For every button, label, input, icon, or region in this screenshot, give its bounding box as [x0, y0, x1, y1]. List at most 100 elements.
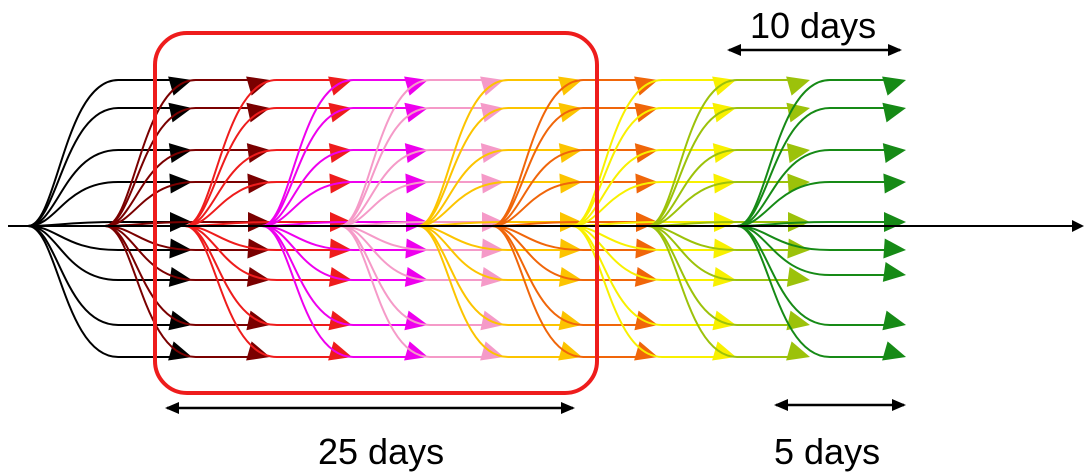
fan-trajectory: [571, 225, 718, 281]
fan-trajectory: [647, 225, 792, 358]
fan-trajectory: [417, 149, 564, 227]
fan-arrowhead: [404, 102, 428, 123]
fan-trajectory: [339, 181, 486, 227]
fan-trajectory: [491, 225, 640, 251]
fan-arrowhead: [168, 310, 192, 331]
fan-trajectory: [104, 225, 252, 358]
bottom-short-span-label: 5 days: [774, 431, 880, 472]
fan-arrowhead: [882, 341, 906, 361]
fan-trajectory: [571, 79, 718, 227]
fan-trajectory: [184, 225, 334, 281]
fan-trajectory: [104, 225, 252, 281]
fan-trajectory: [27, 107, 174, 227]
forecast-fan-7: [491, 76, 658, 361]
fan-arrowhead: [882, 76, 906, 96]
fan-trajectory: [647, 107, 792, 227]
fan-arrowhead: [634, 267, 658, 287]
fan-trajectory: [417, 79, 564, 227]
fan-trajectory: [104, 149, 252, 227]
fan-trajectory: [417, 225, 564, 251]
fan-trajectory: [571, 225, 718, 358]
fan-trajectory: [27, 149, 174, 227]
fan-arrowhead: [882, 143, 906, 163]
fan-arrowhead: [786, 341, 810, 361]
fan-trajectory: [184, 225, 334, 358]
fan-trajectory: [571, 225, 718, 251]
fan-trajectory: [736, 181, 888, 227]
highlight-window: [153, 31, 599, 395]
fan-trajectory: [571, 181, 718, 227]
fan-arrowhead: [882, 102, 906, 123]
fan-trajectory: [184, 225, 334, 251]
forecast-fan-2: [104, 76, 270, 361]
fan-trajectory: [736, 107, 888, 227]
fan-trajectory: [417, 225, 564, 358]
fan-arrowhead: [168, 267, 192, 287]
fan-arrowhead: [883, 173, 906, 194]
fan-trajectory: [261, 225, 410, 358]
forecast-fan-6: [417, 76, 582, 361]
fan-arrowhead: [480, 341, 504, 361]
forecast-fan-1: [27, 76, 192, 361]
fan-arrowhead: [558, 341, 582, 361]
fan-arrowhead: [882, 310, 906, 331]
fan-trajectory: [736, 225, 888, 358]
fan-arrowhead: [328, 143, 352, 163]
fan-trajectory: [491, 225, 640, 358]
fan-trajectory: [339, 225, 486, 281]
top-span-label: 10 days: [750, 5, 876, 46]
fan-arrowhead: [884, 212, 906, 232]
fan-trajectory: [491, 149, 640, 227]
fan-arrowhead: [328, 102, 352, 123]
fan-arrowhead: [786, 310, 810, 331]
fan-trajectory: [27, 181, 174, 227]
fan-trajectory: [261, 107, 410, 227]
fan-arrowhead: [404, 310, 428, 331]
fan-arrowhead: [787, 238, 810, 259]
fan-trajectory: [491, 181, 640, 227]
fan-arrowhead: [786, 76, 810, 96]
fan-trajectory: [27, 225, 174, 358]
fan-trajectory: [261, 149, 410, 227]
fan-trajectory: [339, 225, 486, 358]
fan-arrowhead: [558, 267, 582, 287]
fan-arrowhead: [634, 310, 658, 331]
fan-arrowhead: [404, 341, 428, 361]
fan-trajectory: [27, 225, 174, 326]
fan-arrowhead: [558, 310, 582, 331]
fan-arrowhead: [480, 267, 504, 287]
fan-trajectory: [339, 107, 486, 227]
fan-arrowhead: [329, 238, 352, 259]
forecast-fan-9: [647, 76, 810, 361]
fan-trajectory: [736, 79, 888, 227]
fan-trajectory: [339, 79, 486, 227]
fan-trajectory: [491, 225, 640, 281]
fan-trajectory: [184, 79, 334, 227]
fan-arrowhead: [328, 267, 352, 287]
fan-trajectory: [647, 225, 792, 251]
fan-trajectory: [417, 107, 564, 227]
fan-arrowhead: [168, 341, 192, 361]
fan-arrowhead: [712, 267, 736, 287]
fan-trajectory: [417, 181, 564, 227]
fan-trajectory: [491, 107, 640, 227]
fan-arrowhead: [328, 341, 352, 361]
fan-trajectory: [736, 225, 888, 276]
fans-layer: [27, 76, 906, 361]
fan-trajectory: [261, 79, 410, 227]
fan-trajectory: [339, 225, 486, 251]
fan-arrowhead: [712, 102, 736, 123]
fan-arrowhead: [480, 310, 504, 331]
fan-arrowhead: [712, 143, 736, 163]
fan-arrowhead: [559, 238, 582, 259]
fan-arrowhead: [713, 238, 736, 259]
forecast-fan-5: [339, 76, 504, 361]
fan-arrowhead: [328, 76, 352, 96]
fan-trajectory: [104, 107, 252, 227]
bottom-long-span-label: 25 days: [318, 431, 444, 472]
fan-arrowhead: [328, 310, 352, 331]
fan-trajectory: [184, 181, 334, 227]
fan-trajectory: [27, 79, 174, 227]
fan-arrowhead: [558, 76, 582, 96]
